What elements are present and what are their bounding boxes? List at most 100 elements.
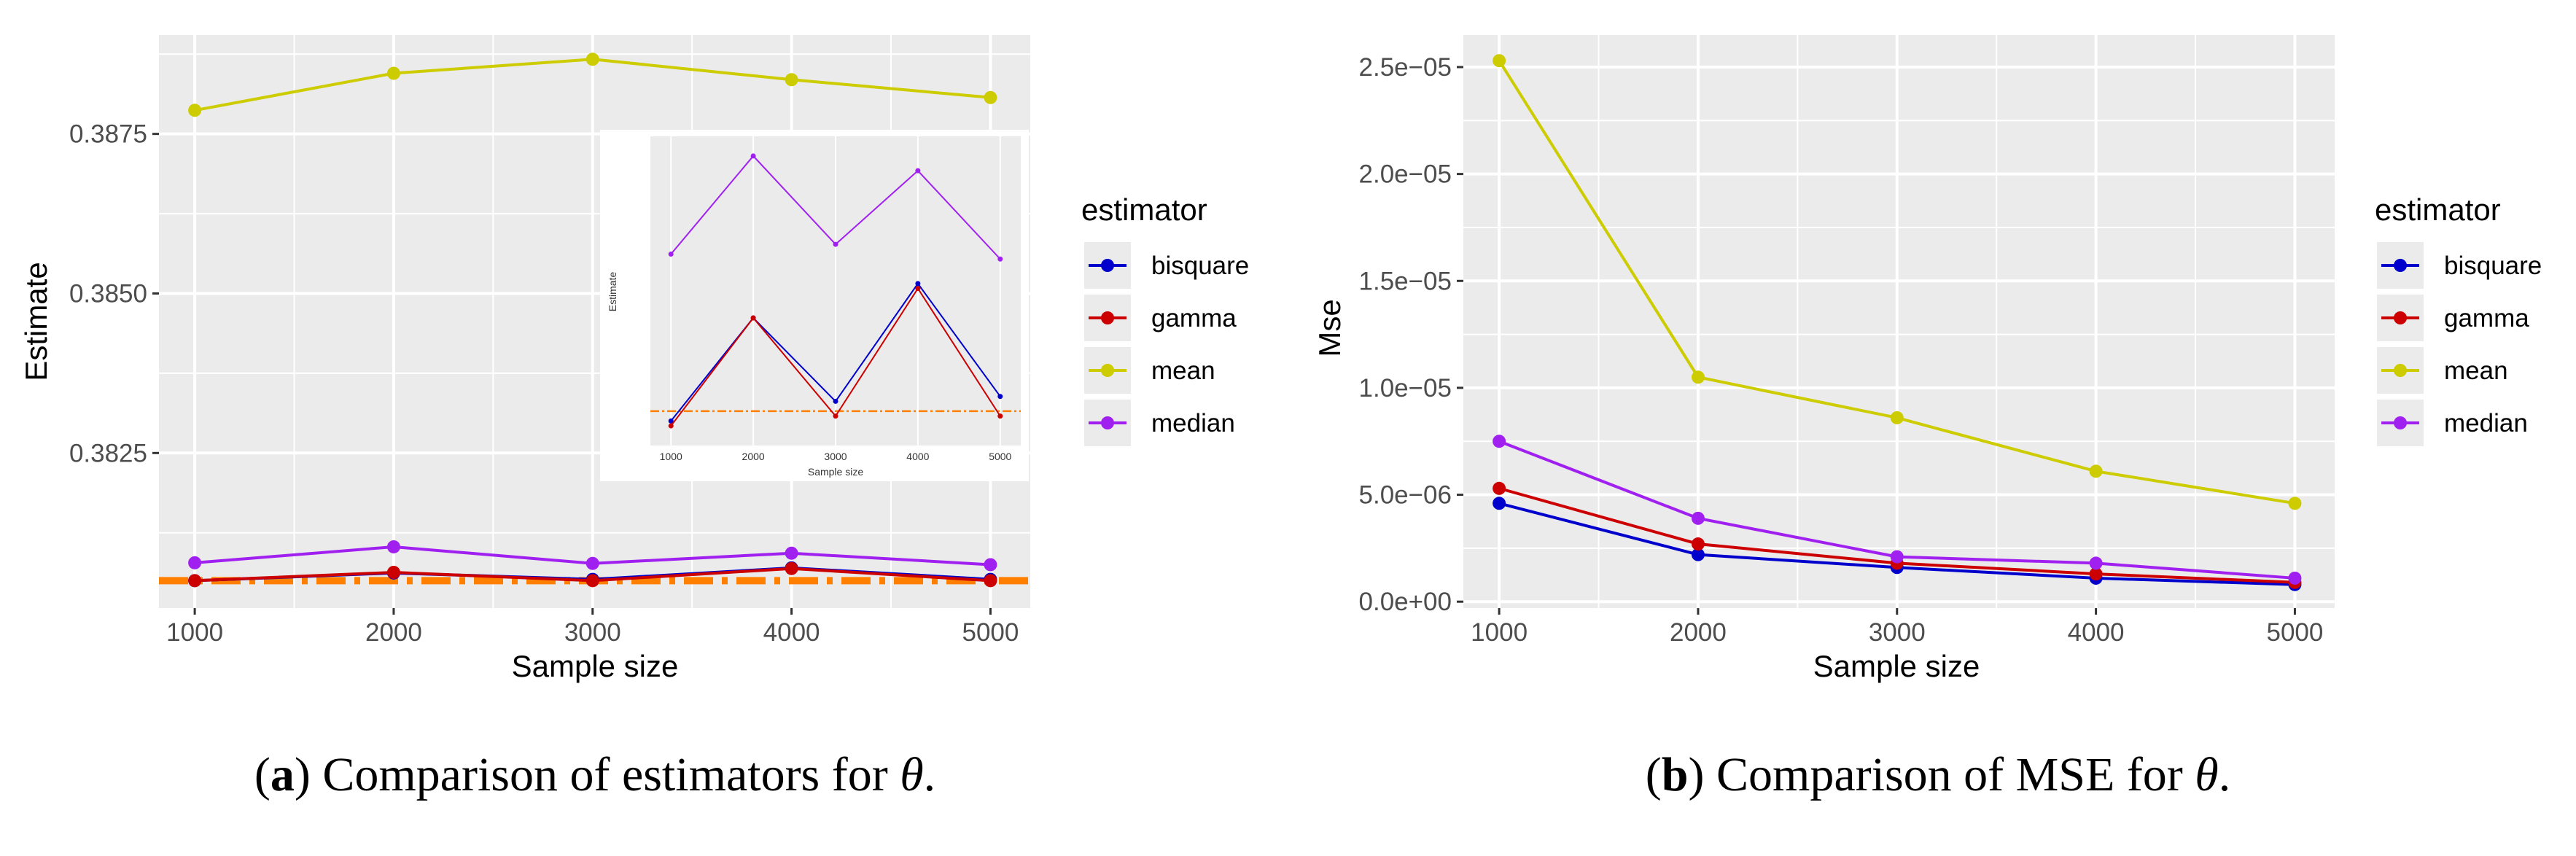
legend-item-median: median	[1084, 400, 1235, 446]
y-tick-label: 2.0e−05	[1359, 160, 1452, 189]
inset-series-lines	[668, 153, 1003, 429]
data-point-mean	[188, 104, 202, 117]
legend-title: estimator	[1081, 192, 1207, 227]
legend-item-mean: mean	[1084, 347, 1215, 394]
data-point-mean	[2089, 464, 2103, 478]
inset-data-point-gamma	[833, 413, 838, 419]
inset-data-point-bisquare	[997, 394, 1003, 400]
caption-a: (a) Comparison of estimators for θ.	[254, 748, 935, 801]
inset-x-tick-label: 4000	[906, 451, 929, 462]
data-point-gamma	[585, 574, 599, 588]
legend-key-point	[2394, 416, 2407, 429]
legend-key-point	[1101, 259, 1114, 272]
inset-data-point-median	[915, 168, 921, 174]
inset-data-point-bisquare	[668, 418, 674, 424]
inset-data-point-median	[833, 241, 838, 247]
data-point-mean	[1493, 54, 1506, 68]
legend-item-gamma: gamma	[1084, 295, 1237, 341]
data-point-mean	[585, 52, 599, 66]
y-tick-label: 5.0e−06	[1359, 481, 1452, 510]
inset-x-tick-label: 5000	[989, 451, 1011, 462]
caption-b-text: ) Comparison of MSE for	[1689, 748, 2195, 801]
x-tick-label: 4000	[763, 618, 820, 647]
data-point-gamma	[2089, 567, 2103, 581]
data-point-median	[386, 540, 400, 553]
legend-label-mean: mean	[1151, 357, 1215, 385]
legend-item-bisquare: bisquare	[2377, 242, 2542, 289]
x-axis-tick-labels: 1000 2000 3000 4000 5000	[166, 608, 1019, 647]
data-point-median	[2089, 556, 2103, 570]
inset-x-tick-labels: 1000 2000 3000 4000 5000	[660, 451, 1012, 462]
x-tick-label: 3000	[564, 618, 621, 647]
x-tick-label: 5000	[2266, 618, 2323, 647]
data-point-bisquare	[1493, 497, 1506, 510]
data-point-median	[585, 556, 599, 570]
data-point-gamma	[984, 574, 997, 588]
caption-b-label: b	[1662, 748, 1689, 801]
legend-label-median: median	[2444, 409, 2528, 437]
caption-a-text: ) Comparison of estimators for	[295, 748, 900, 801]
y-tick-label: 1.0e−05	[1359, 374, 1452, 402]
legend-key-point	[2394, 259, 2407, 272]
x-tick-label: 1000	[1471, 618, 1528, 647]
legend-key-point	[2394, 311, 2407, 324]
y-tick-label: 2.5e−05	[1359, 53, 1452, 82]
series-gamma	[188, 561, 997, 588]
series-mean	[188, 52, 997, 117]
data-point-gamma	[785, 561, 798, 575]
inset-data-point-median	[750, 153, 756, 159]
data-point-mean	[386, 66, 400, 80]
panel-a-estimate-chart: 0.3825 0.3850 0.3875 1000 2000 3000 4000 5000 …	[19, 35, 1249, 801]
inset-chart: 1000 2000 3000 4000 5000 Sample size Estimat…	[600, 130, 1029, 481]
y-axis-title: Estimate	[19, 262, 53, 381]
data-point-gamma	[386, 565, 400, 579]
inset-data-point-median	[668, 252, 674, 257]
legend-label-mean: mean	[2444, 357, 2508, 385]
data-point-mean	[984, 90, 997, 104]
y-tick-label: 0.3875	[69, 120, 147, 149]
series-mean	[1493, 54, 2302, 510]
data-point-mean	[1691, 370, 1705, 384]
data-point-median	[1691, 511, 1705, 525]
x-axis-title: Sample size	[1813, 649, 1980, 683]
y-axis-tick-labels: 0.3825 0.3850 0.3875	[69, 120, 159, 467]
data-point-mean	[2288, 497, 2302, 510]
legend-title: estimator	[2375, 192, 2501, 227]
data-point-median	[1890, 550, 1904, 564]
legend-key-point	[1101, 311, 1114, 324]
legend: estimator bisquare gamma mean median	[1081, 192, 1249, 446]
x-tick-label: 4000	[2068, 618, 2125, 647]
legend-item-mean: mean	[2377, 347, 2508, 394]
y-tick-label: 1.5e−05	[1359, 267, 1452, 295]
x-tick-label: 5000	[962, 618, 1019, 647]
legend-item-median: median	[2377, 400, 2528, 446]
plot-background	[1463, 35, 2335, 608]
legend-key-point	[2394, 364, 2407, 377]
y-axis-tick-labels: 0.0e+00 5.0e−06 1.0e−05 1.5e−05 2.0e−05 2.5e−…	[1359, 53, 1463, 616]
data-point-median	[1493, 435, 1506, 448]
y-tick-label: 0.3825	[69, 439, 147, 467]
x-tick-label: 3000	[1869, 618, 1926, 647]
inset-series-gamma	[668, 286, 1003, 429]
data-point-median	[785, 546, 798, 560]
data-point-bisquare	[1691, 548, 1705, 561]
caption-a-symbol: θ	[900, 748, 923, 801]
legend-key-point	[1101, 416, 1114, 429]
legend-label-gamma: gamma	[1151, 304, 1237, 332]
caption-a-label: a	[271, 748, 295, 801]
inset-data-point-gamma	[750, 315, 756, 321]
inset-series-bisquare	[668, 281, 1003, 424]
data-point-gamma	[188, 574, 202, 588]
y-tick-label: 0.3850	[69, 279, 147, 308]
inset-data-point-gamma	[668, 423, 674, 429]
legend-item-bisquare: bisquare	[1084, 242, 1249, 289]
series-median	[1493, 435, 2302, 585]
inset-x-tick-label: 2000	[742, 451, 765, 462]
inset-series-median	[668, 153, 1003, 262]
inset-x-tick-label: 3000	[824, 451, 847, 462]
series-median	[188, 540, 997, 572]
x-axis-title: Sample size	[512, 649, 679, 683]
legend-label-median: median	[1151, 409, 1235, 437]
legend-label-bisquare: bisquare	[2444, 252, 2542, 280]
